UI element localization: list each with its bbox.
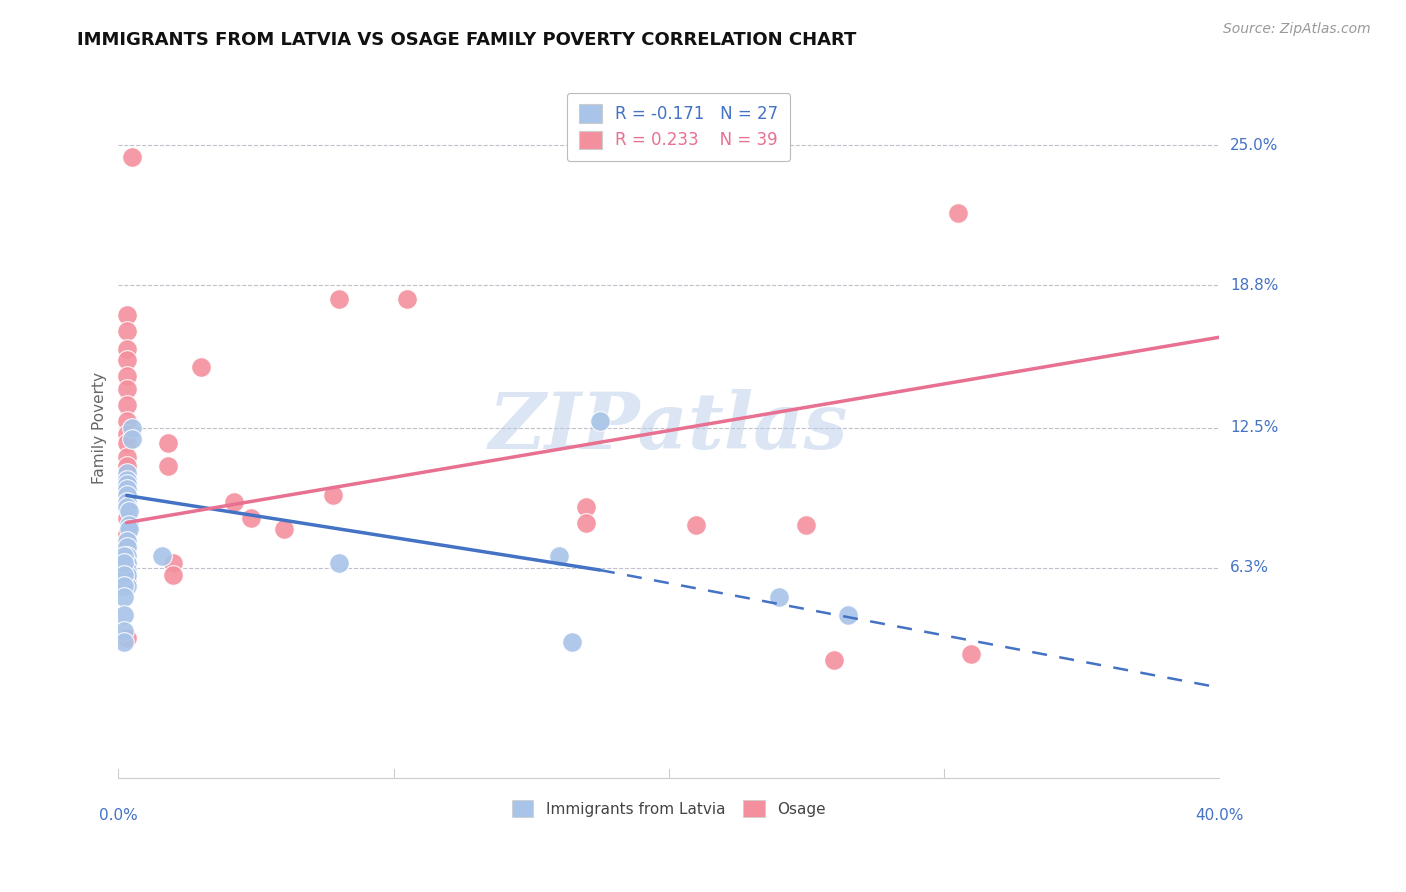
Point: [162, 567, 184, 582]
Point: [152, 549, 174, 564]
Point: [115, 427, 138, 442]
Point: [115, 473, 138, 487]
Point: [222, 495, 245, 509]
Point: [115, 533, 138, 548]
Point: [115, 495, 138, 509]
Legend: Immigrants from Latvia, Osage: Immigrants from Latvia, Osage: [506, 794, 832, 822]
Text: IMMIGRANTS FROM LATVIA VS OSAGE FAMILY POVERTY CORRELATION CHART: IMMIGRANTS FROM LATVIA VS OSAGE FAMILY P…: [77, 31, 856, 49]
Point: [115, 541, 138, 555]
Point: [239, 511, 262, 525]
Point: [115, 436, 138, 450]
Point: [112, 635, 135, 649]
Point: [115, 511, 138, 525]
Point: [823, 653, 845, 667]
Point: [118, 504, 141, 518]
Point: [115, 567, 138, 582]
Point: [121, 149, 143, 163]
Point: [273, 522, 295, 536]
Point: [115, 549, 138, 564]
Point: [561, 635, 583, 649]
Point: [589, 414, 612, 428]
Point: [115, 541, 138, 555]
Point: [156, 436, 179, 450]
Text: 18.8%: 18.8%: [1230, 277, 1278, 293]
Text: Source: ZipAtlas.com: Source: ZipAtlas.com: [1223, 22, 1371, 37]
Point: [115, 324, 138, 338]
Point: [115, 572, 138, 586]
Point: [946, 206, 969, 220]
Text: 0.0%: 0.0%: [98, 808, 138, 823]
Point: [115, 398, 138, 412]
Point: [115, 563, 138, 577]
Point: [115, 579, 138, 593]
Point: [112, 579, 135, 593]
Point: [112, 549, 135, 564]
Point: [115, 500, 138, 514]
Point: [121, 420, 143, 434]
Text: ZIPatlas: ZIPatlas: [489, 390, 848, 466]
Point: [396, 292, 419, 306]
Point: [115, 450, 138, 464]
Point: [112, 608, 135, 623]
Text: 40.0%: 40.0%: [1195, 808, 1243, 823]
Point: [115, 527, 138, 541]
Point: [115, 488, 138, 502]
Point: [156, 459, 179, 474]
Point: [118, 522, 141, 536]
Point: [112, 567, 135, 582]
Point: [162, 556, 184, 570]
Point: [115, 556, 138, 570]
Point: [575, 500, 598, 514]
Point: [118, 517, 141, 532]
Point: [115, 466, 138, 480]
Y-axis label: Family Poverty: Family Poverty: [93, 372, 107, 483]
Point: [115, 482, 138, 496]
Point: [960, 647, 983, 661]
Point: [837, 608, 859, 623]
Point: [115, 556, 138, 570]
Point: [112, 624, 135, 638]
Point: [794, 517, 817, 532]
Point: [115, 308, 138, 322]
Text: 12.5%: 12.5%: [1230, 420, 1278, 435]
Point: [115, 414, 138, 428]
Point: [328, 292, 350, 306]
Point: [115, 368, 138, 383]
Point: [685, 517, 707, 532]
Point: [115, 482, 138, 496]
Point: [115, 352, 138, 367]
Point: [121, 432, 143, 446]
Text: 6.3%: 6.3%: [1230, 560, 1270, 575]
Point: [115, 477, 138, 491]
Point: [190, 359, 212, 374]
Point: [322, 488, 344, 502]
Point: [115, 382, 138, 396]
Point: [115, 342, 138, 356]
Point: [112, 590, 135, 604]
Point: [115, 459, 138, 474]
Point: [575, 516, 598, 530]
Point: [115, 495, 138, 509]
Point: [112, 556, 135, 570]
Point: [768, 590, 790, 604]
Point: [115, 473, 138, 487]
Point: [328, 556, 350, 570]
Point: [115, 631, 138, 645]
Point: [547, 549, 569, 564]
Text: 25.0%: 25.0%: [1230, 137, 1278, 153]
